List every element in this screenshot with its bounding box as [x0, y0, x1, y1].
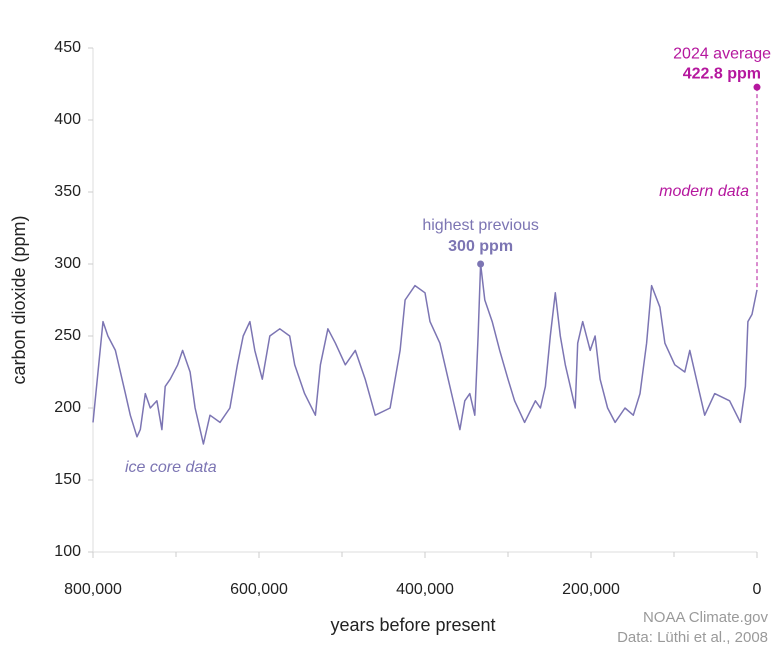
peak-label: highest previous: [422, 217, 539, 234]
x-tick-label: 0: [753, 581, 762, 598]
source: NOAA Climate.gov: [643, 609, 769, 626]
x-axis-title: years before present: [330, 615, 495, 635]
x-tick-label: 600,000: [230, 581, 288, 598]
modern-point: [753, 83, 761, 91]
y-axis-title: carbon dioxide (ppm): [9, 215, 29, 384]
y-tick-label: 100: [54, 543, 81, 560]
y-tick-label: 200: [54, 399, 81, 416]
y-tick-label: 300: [54, 255, 81, 272]
co2-line: [92, 263, 758, 445]
y-tick-label: 150: [54, 471, 81, 488]
peak-value: 300 ppm: [448, 238, 513, 255]
modern-note: modern data: [659, 183, 749, 200]
series-label: ice core data: [125, 459, 217, 476]
y-tick-label: 350: [54, 183, 81, 200]
y-tick-label: 400: [54, 111, 81, 128]
x-tick-label: 800,000: [64, 581, 122, 598]
x-tick-label: 400,000: [396, 581, 454, 598]
peak-point: [477, 260, 485, 268]
y-tick-label: 450: [54, 39, 81, 56]
modern-value: 422.8 ppm: [683, 65, 761, 82]
source: Data: Lüthi et al., 2008: [617, 629, 768, 646]
x-tick-label: 200,000: [562, 581, 620, 598]
modern-label: 2024 average: [673, 45, 771, 62]
y-tick-label: 250: [54, 327, 81, 344]
